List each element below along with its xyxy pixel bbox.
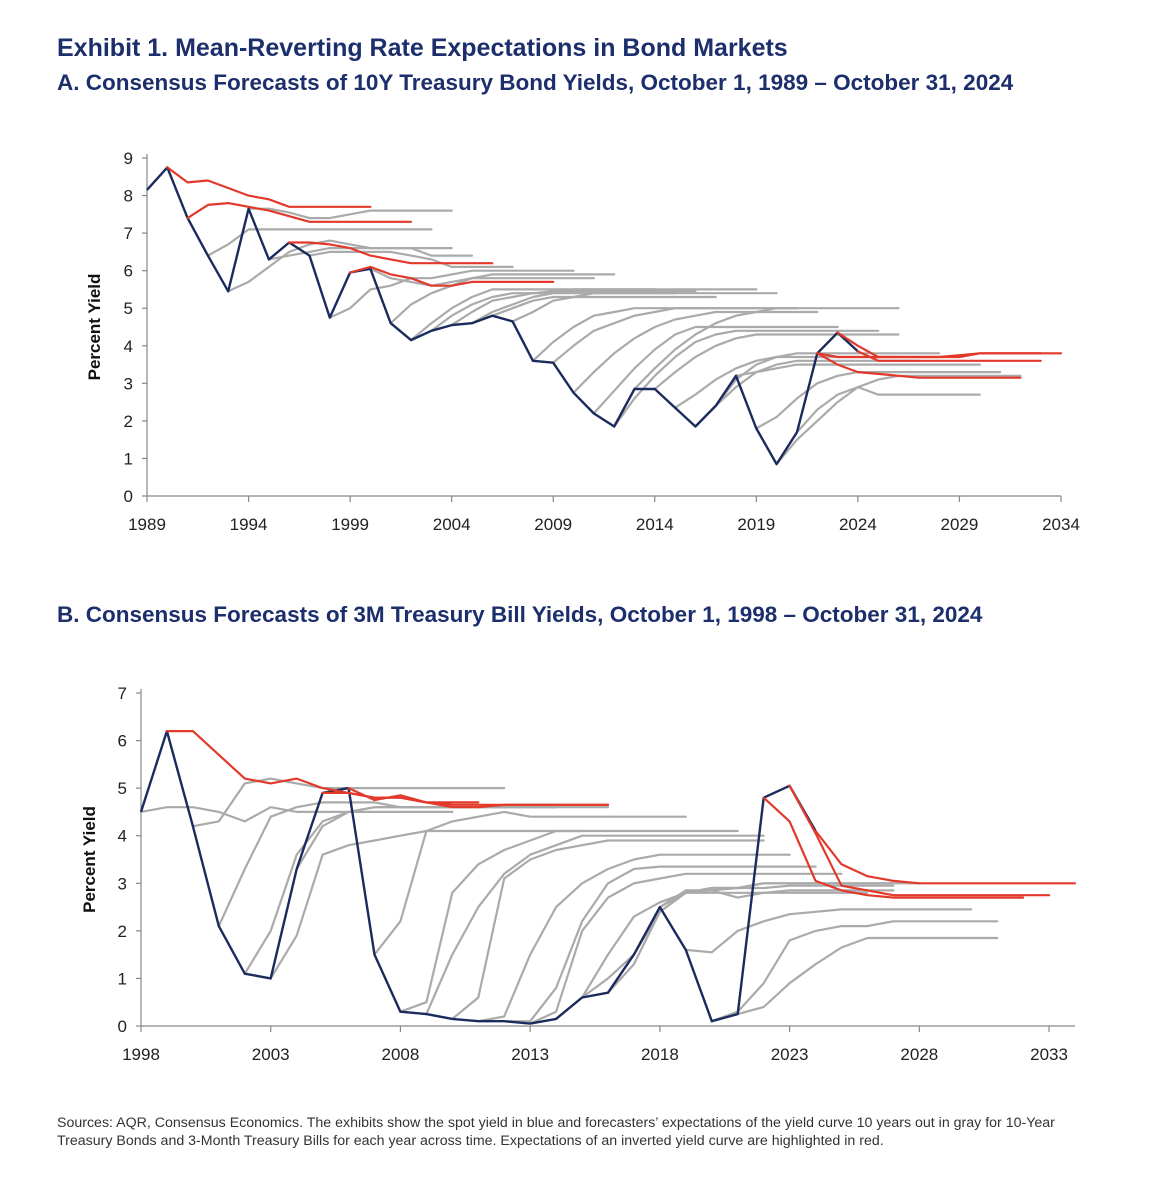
forecast-line <box>658 889 895 909</box>
y-tick-label: 1 <box>118 969 127 988</box>
forecast-line <box>389 273 616 325</box>
forecast-line <box>572 310 819 394</box>
forecast-line <box>247 207 453 220</box>
forecast-line <box>217 801 558 928</box>
y-tick-label: 8 <box>124 187 133 206</box>
forecast-line <box>373 810 687 956</box>
forecast-line <box>399 829 739 1013</box>
forecast-line <box>477 853 791 1023</box>
y-tick-label: 9 <box>124 149 133 168</box>
forecast-line <box>470 288 758 325</box>
y-tick-label: 2 <box>118 922 127 941</box>
y-tick-label: 0 <box>118 1017 127 1036</box>
y-tick-label: 4 <box>124 337 133 356</box>
forecast-line <box>308 250 514 268</box>
forecast-line <box>529 872 843 1025</box>
forecast-line <box>227 239 453 293</box>
forecast-line <box>710 920 999 1023</box>
x-tick-label: 1999 <box>331 515 369 534</box>
inverted-forecast-line <box>288 241 494 265</box>
forecast-line <box>552 307 799 364</box>
x-tick-label: 2019 <box>737 515 775 534</box>
x-tick-label: 1989 <box>128 515 166 534</box>
forecast-line <box>451 839 765 1020</box>
forecast-line <box>206 228 433 257</box>
forecast-line <box>503 865 817 1023</box>
inverted-forecast-line <box>814 829 1077 885</box>
forecast-line <box>267 246 474 261</box>
forecast-line <box>734 363 981 377</box>
x-tick-label: 2004 <box>433 515 471 534</box>
x-tick-label: 2013 <box>511 1045 549 1064</box>
inverted-forecast-line <box>816 352 1022 379</box>
forecast-line <box>613 329 880 428</box>
exhibit-title: Exhibit 1. Mean-Reverting Rate Expectati… <box>57 34 788 62</box>
spot-yield-line <box>139 729 817 1025</box>
x-tick-label: 2009 <box>534 515 572 534</box>
inverted-forecast-line <box>347 786 610 809</box>
forecast-line <box>139 806 454 823</box>
inverted-forecast-line <box>856 350 1042 362</box>
x-tick-label: 2028 <box>900 1045 938 1064</box>
chart-a-title: A. Consensus Forecasts of 10Y Treasury B… <box>57 70 1014 95</box>
y-tick-label: 3 <box>124 374 133 393</box>
y-tick-label: 2 <box>124 412 133 431</box>
y-tick-label: 6 <box>118 732 127 751</box>
x-tick-label: 2033 <box>1030 1045 1068 1064</box>
forecast-line <box>511 292 778 323</box>
y-tick-label: 7 <box>118 684 127 703</box>
forecast-line <box>714 352 941 407</box>
forecast-line <box>369 267 595 287</box>
inverted-forecast-line <box>762 796 1025 899</box>
y-tick-label: 5 <box>118 779 127 798</box>
forecast-line <box>775 386 981 466</box>
forecast-line <box>554 891 869 1020</box>
x-tick-label: 2034 <box>1042 515 1080 534</box>
chart-a: 0 1 2 3 4 5 6 7 8 9 1989 1994 1999 2004 2009 2014 2019 20… <box>85 149 1080 534</box>
forecast-line <box>328 269 575 319</box>
x-tick-label: 2023 <box>771 1045 809 1064</box>
forecast-line <box>633 307 900 391</box>
y-tick-label: 1 <box>124 449 133 468</box>
forecast-line <box>425 834 765 1016</box>
y-tick-label: 7 <box>124 224 133 243</box>
inverted-forecast-line <box>788 784 1051 897</box>
x-tick-label: 1998 <box>122 1045 160 1064</box>
inverted-forecast-line <box>166 166 372 208</box>
y-tick-label: 0 <box>124 487 133 506</box>
y-tick-label: 3 <box>118 874 127 893</box>
y-axis-label: Percent Yield <box>85 274 104 381</box>
y-tick-label: 4 <box>118 827 127 846</box>
y-tick-label: 6 <box>124 262 133 281</box>
spot-yield-line <box>146 166 859 466</box>
y-tick-label: 5 <box>124 299 133 318</box>
forecast-line <box>580 882 895 999</box>
x-tick-label: 2003 <box>252 1045 290 1064</box>
x-tick-label: 1994 <box>230 515 268 534</box>
forecast-line <box>592 325 839 415</box>
forecast-line <box>795 374 1022 434</box>
forecast-line <box>632 882 921 956</box>
forecast-line <box>736 936 999 1016</box>
inverted-forecast-line <box>186 201 413 223</box>
forecast-line <box>684 908 973 954</box>
forecast-line <box>653 333 900 391</box>
chart-b: 0 1 2 3 4 5 6 7 1998 2003 2008 2013 2018 2023 2028 2033… <box>80 684 1077 1064</box>
forecast-line <box>755 371 1002 430</box>
forecast-line <box>491 295 717 317</box>
chart-b-title: B. Consensus Forecasts of 3M Treasury Bi… <box>57 602 983 627</box>
footnote: Sources: AQR, Consensus Economics. The e… <box>57 1115 1055 1149</box>
x-tick-label: 2014 <box>636 515 674 534</box>
inverted-forecast-line <box>836 331 1063 359</box>
x-tick-label: 2029 <box>941 515 979 534</box>
forecast-line <box>450 290 697 327</box>
x-tick-label: 2008 <box>382 1045 420 1064</box>
x-tick-label: 2018 <box>641 1045 679 1064</box>
x-tick-label: 2024 <box>839 515 877 534</box>
inverted-forecast-line <box>349 265 555 287</box>
y-axis-label: Percent Yield <box>80 806 99 913</box>
